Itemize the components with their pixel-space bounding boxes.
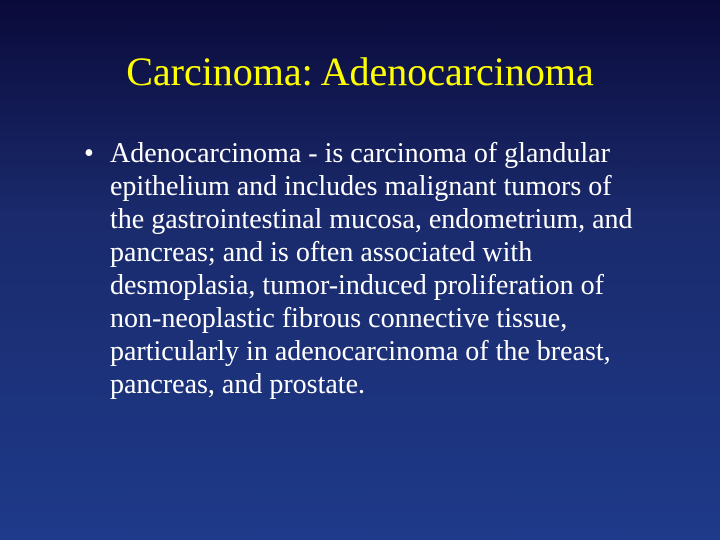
bullet-item: Adenocarcinoma - is carcinoma of glandul… [80,137,650,401]
slide: Carcinoma: Adenocarcinoma Adenocarcinoma… [0,0,720,540]
slide-title: Carcinoma: Adenocarcinoma [50,48,670,95]
bullet-list: Adenocarcinoma - is carcinoma of glandul… [80,137,650,401]
